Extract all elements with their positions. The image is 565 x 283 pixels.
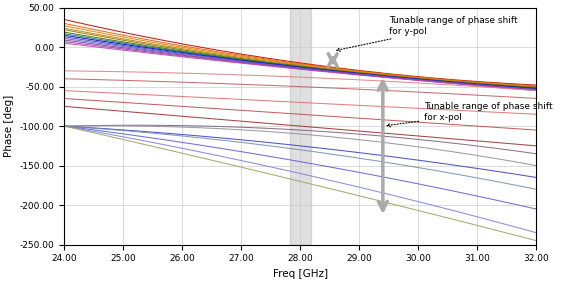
X-axis label: Freq [GHz]: Freq [GHz]: [273, 269, 328, 279]
Bar: [290, 8, 311, 245]
Text: Tunable range of phase shift
for y-pol: Tunable range of phase shift for y-pol: [337, 16, 518, 51]
Text: Tunable range of phase shift
for x-pol: Tunable range of phase shift for x-pol: [387, 102, 553, 127]
Y-axis label: Phase [deg]: Phase [deg]: [4, 95, 14, 157]
